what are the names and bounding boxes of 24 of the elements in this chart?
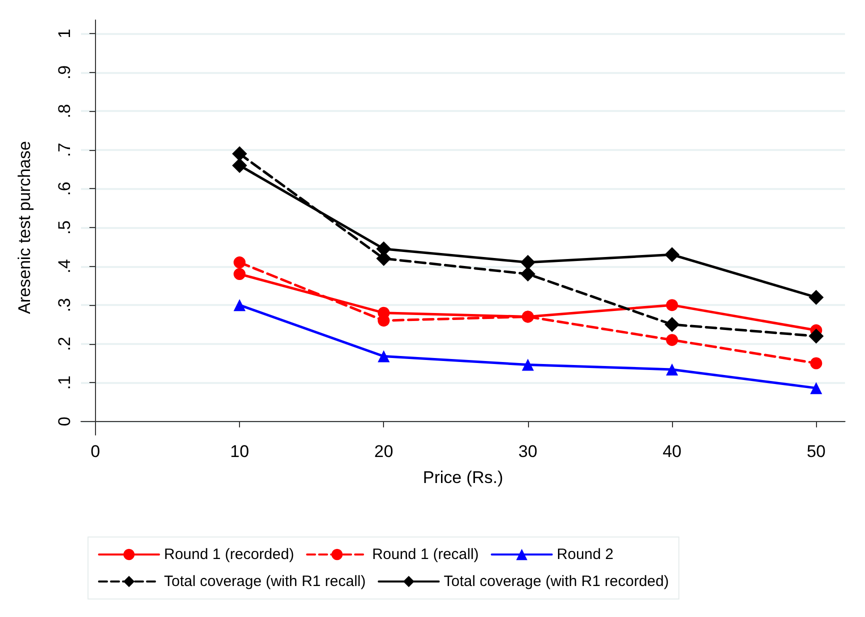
y-tick-label: .5	[55, 220, 74, 235]
y-tick-label: .6	[55, 182, 74, 196]
legend-label: Total coverage (with R1 recall)	[164, 573, 366, 590]
x-axis-title: Price (Rs.)	[422, 468, 504, 487]
y-tick-label: .4	[55, 259, 74, 274]
x-tick-label: 0	[90, 442, 100, 461]
x-tick-label: 10	[230, 442, 250, 461]
x-tick-label: 20	[374, 442, 394, 461]
y-tick-label: .1	[55, 376, 74, 390]
y-tick-label: 0	[55, 416, 74, 426]
legend-label: Round 1 (recall)	[372, 546, 479, 563]
legend-label: Total coverage (with R1 recorded)	[444, 573, 669, 590]
y-tick-label: .7	[55, 142, 74, 158]
x-tick-label: 50	[806, 442, 826, 461]
y-tick-label: .2	[55, 336, 74, 351]
y-tick-label: .8	[55, 104, 74, 118]
y-tick-label: .3	[55, 298, 74, 312]
y-tick-label: 1	[55, 28, 74, 38]
x-tick-label: 40	[662, 442, 682, 461]
y-axis-title: Aresenic test purchase	[15, 141, 34, 314]
legend-label: Round 2	[556, 546, 614, 563]
legend-label: Round 1 (recorded)	[164, 546, 294, 563]
x-tick-label: 30	[518, 442, 538, 461]
y-tick-label: .9	[55, 65, 74, 80]
